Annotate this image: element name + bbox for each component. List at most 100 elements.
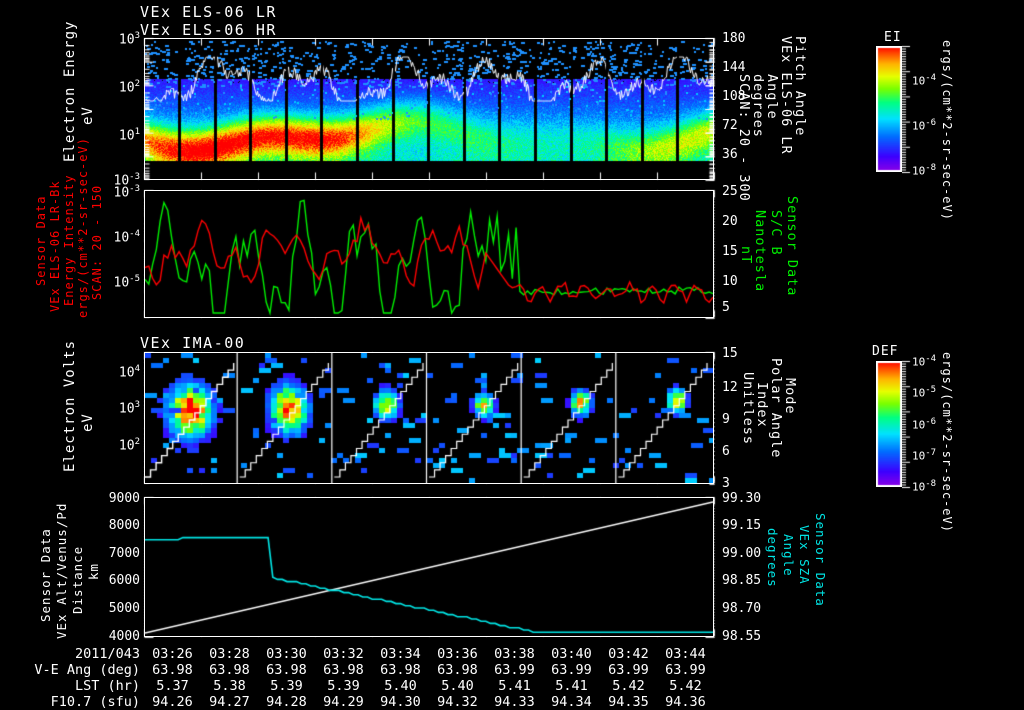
cb2-ticklab-2: 10-6 <box>912 417 937 432</box>
cb2-title: DEF <box>872 344 899 359</box>
p4-right-units: degrees <box>765 528 780 588</box>
cb2-ticklab-3: 10-7 <box>912 448 937 463</box>
table-cell-r2-c9: 5.42 <box>669 678 702 694</box>
p1-ytick-0: 103 <box>118 31 140 48</box>
table-cell-r3-c8: 94.35 <box>608 694 649 710</box>
p2-rtick-1: 20 <box>722 214 738 229</box>
p2-left-quantity: Energy Intensity <box>62 174 76 306</box>
table-cell-r3-c1: 94.27 <box>209 694 250 710</box>
p4-left-units: km <box>86 562 101 580</box>
p1-left-axis-units: eV <box>80 106 96 125</box>
p3-rtick-4: 3 <box>722 476 730 491</box>
p3-right-quantity: Index <box>754 382 770 428</box>
p2-rtick-4: 5 <box>722 300 730 315</box>
table-cell-r3-c2: 94.28 <box>266 694 307 710</box>
table-cell-r2-c4: 5.40 <box>384 678 417 694</box>
p4-ytick-4: 5000 <box>108 601 140 616</box>
p1-ytick-3: 10-3 <box>113 172 141 189</box>
p1-ytick-1: 102 <box>118 79 140 96</box>
table-row-label-0: 2011/043 <box>74 646 140 662</box>
table-cell-r3-c3: 94.29 <box>323 694 364 710</box>
table-cell-r0-c5: 03:36 <box>437 646 478 662</box>
els-spectrogram-plot <box>144 38 714 180</box>
p4-right-sublabel: VEx SZA <box>797 525 812 585</box>
cb1-ticklab-2: 10-8 <box>912 163 937 178</box>
table-cell-r2-c0: 5.37 <box>156 678 189 694</box>
p3-left-units: eV <box>80 413 96 432</box>
p4-ytick-2: 7000 <box>108 546 140 561</box>
p3-ytick-0: 104 <box>118 364 140 381</box>
p4-left-label: Sensor Data <box>38 528 53 622</box>
p2-left-sublabel: VEx ELS-06 LR-Bk <box>48 180 62 312</box>
p2-rtick-2: 15 <box>722 244 738 259</box>
p4-ytick-0: 9000 <box>108 491 140 506</box>
p2-left-scan: SCAN: 20 - 150 <box>90 184 104 300</box>
table-cell-r0-c3: 03:32 <box>323 646 364 662</box>
cb1-ticklab-1: 10-6 <box>912 118 937 133</box>
cb2-canvas <box>876 361 902 487</box>
p1-right-axis-label: Pitch Angle <box>792 36 808 137</box>
p4-ytick-5: 4000 <box>108 629 140 644</box>
table-cell-r3-c4: 94.30 <box>380 694 421 710</box>
p2-right-unit-short: nT <box>738 246 754 265</box>
cb1-canvas <box>876 46 902 172</box>
table-cell-r1-c2: 63.98 <box>266 662 307 678</box>
table-cell-r0-c0: 03:26 <box>152 646 193 662</box>
p1-right-axis-units: degrees <box>750 74 766 138</box>
table-cell-r1-c4: 63.98 <box>380 662 421 678</box>
p4-rtick-3: 98.85 <box>722 573 762 588</box>
p4-rtick-1: 99.15 <box>722 518 762 533</box>
p1-rtick-4: 36 <box>722 147 738 162</box>
p1-ytick-2: 101 <box>118 127 140 144</box>
p4-left-sublabel: VEx Alt/Venus/Pd <box>54 502 69 639</box>
p4-rtick-2: 99.00 <box>722 546 762 561</box>
p2-rtick-3: 10 <box>722 274 738 289</box>
table-cell-r1-c9: 63.99 <box>665 662 706 678</box>
p3-rtick-3: 6 <box>722 444 730 459</box>
cb1-ticklab-0: 10-4 <box>912 73 937 88</box>
table-cell-r1-c0: 63.98 <box>152 662 193 678</box>
table-row-label-2: LST (hr) <box>74 678 140 694</box>
p2-rtick-0: 25 <box>722 184 738 199</box>
intensity-bfield-plot <box>144 190 714 318</box>
p3-right-label: Mode <box>782 378 798 415</box>
table-cell-r0-c9: 03:44 <box>665 646 706 662</box>
table-cell-r0-c4: 03:34 <box>380 646 421 662</box>
table-cell-r2-c2: 5.39 <box>270 678 303 694</box>
p2-ytick-2: 10-5 <box>113 274 141 291</box>
table-row-label-3: F10.7 (sfu) <box>50 694 140 710</box>
p4-rtick-0: 99.30 <box>722 491 762 506</box>
p4-left-quantity: Distance <box>70 545 85 614</box>
table-cell-r0-c7: 03:40 <box>551 646 592 662</box>
cb2-ticks <box>902 359 928 489</box>
ima-spectrogram-plot <box>144 352 714 484</box>
p2-ytick-0: 10-3 <box>113 184 141 201</box>
p1-right-axis-sublabel: VEx ELS-06 LR <box>778 36 794 155</box>
table-row-label-1: V-E Ang (deg) <box>34 662 140 678</box>
table-cell-r1-c1: 63.98 <box>209 662 250 678</box>
intensity-bfield-canvas <box>145 191 713 317</box>
p4-rtick-5: 98.55 <box>722 629 762 644</box>
table-cell-r2-c6: 5.41 <box>498 678 531 694</box>
table-cell-r2-c1: 5.38 <box>213 678 246 694</box>
table-cell-r3-c5: 94.32 <box>437 694 478 710</box>
table-cell-r2-c7: 5.41 <box>555 678 588 694</box>
p3-rtick-2: 9 <box>722 412 730 427</box>
table-cell-r0-c8: 03:42 <box>608 646 649 662</box>
p3-ytick-1: 103 <box>118 400 140 417</box>
p3-ytick-2: 102 <box>118 437 140 454</box>
panel1-title-lr: VEx ELS-06 LR <box>140 3 277 21</box>
panel3-title: VEx IMA-00 <box>140 334 246 352</box>
p2-ytick-1: 10-4 <box>113 229 141 246</box>
table-cell-r1-c8: 63.99 <box>608 662 649 678</box>
table-cell-r2-c5: 5.40 <box>441 678 474 694</box>
p3-rtick-0: 15 <box>722 346 738 361</box>
altitude-sza-plot <box>144 497 714 637</box>
p4-right-quantity: Angle <box>781 534 796 577</box>
table-cell-r1-c6: 63.99 <box>494 662 535 678</box>
table-cell-r0-c6: 03:38 <box>494 646 535 662</box>
cb2-ticklab-0: 10-4 <box>912 354 937 369</box>
p2-right-sublabel: S/C B <box>768 210 784 256</box>
p4-ytick-1: 8000 <box>108 518 140 533</box>
table-cell-r1-c5: 63.98 <box>437 662 478 678</box>
